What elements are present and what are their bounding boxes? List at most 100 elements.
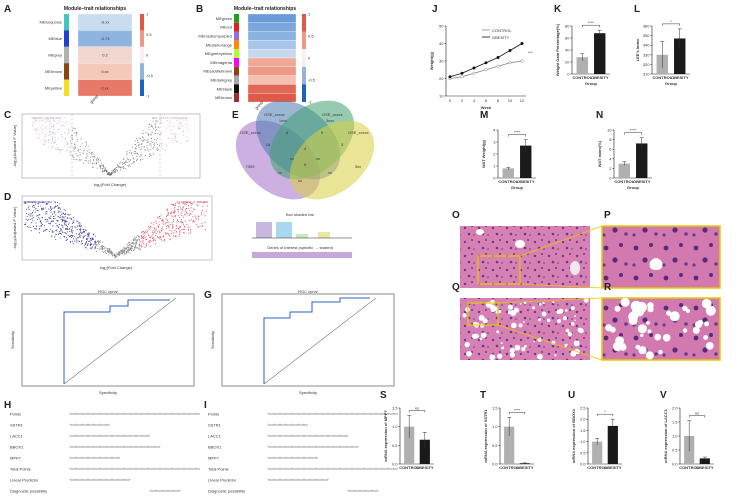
volcano-d-point (97, 242, 100, 244)
volcano-c-point (114, 167, 116, 169)
volcano-d-point (102, 245, 104, 247)
volcano-d-point (165, 221, 167, 223)
volcano-c-point (34, 118, 36, 120)
volcano-d-point (45, 219, 47, 221)
volcano-d-point (187, 232, 189, 235)
volcano-d-point (57, 225, 59, 227)
y-tick-label-s: 0.5 (392, 443, 398, 448)
volcano-d-point (43, 230, 45, 232)
volcano-d-point (49, 201, 51, 203)
volcano-c-point (134, 147, 136, 149)
volcano-d-point (82, 237, 84, 239)
volcano-c-point (104, 168, 106, 170)
volcano-d-point (180, 220, 182, 222)
bar-2 (276, 222, 292, 238)
volcano-d-point (57, 215, 59, 218)
volcano-d-point (88, 236, 90, 238)
volcano-c-point (45, 120, 47, 122)
lipid-vacuole (514, 344, 521, 351)
volcano-d-point (61, 220, 64, 222)
significance-bracket-n (624, 132, 642, 135)
volcano-c-point (104, 170, 106, 172)
x-tick-label-m: OBESITY (517, 179, 535, 184)
volcano-c-point (151, 134, 153, 136)
volcano-c-point (135, 145, 137, 147)
volcano-d-point (108, 252, 110, 254)
volcano-d-point (64, 223, 66, 225)
significance-t: **** (514, 407, 521, 412)
volcano-c-point (162, 117, 164, 119)
volcano-d-point (120, 253, 122, 255)
volcano-d-point (27, 201, 29, 203)
volcano-d-point (185, 214, 187, 216)
volcano-c-point (126, 151, 128, 153)
lipid-vacuole (489, 354, 496, 361)
volcano-c-point (42, 132, 44, 133)
volcano-c-point (101, 168, 103, 170)
x-axis-label-n: Group (627, 185, 640, 190)
volcano-d-point (153, 238, 155, 240)
volcano-c-point (175, 135, 177, 137)
volcano-c-point (77, 149, 79, 151)
lipid-vacuole (496, 330, 500, 334)
volcano-d-point (59, 216, 61, 219)
panel-g-frame (221, 293, 395, 387)
volcano-d-point (115, 255, 117, 257)
volcano-c-point (171, 140, 173, 142)
volcano-d-point (39, 232, 41, 234)
volcano-c-point (51, 136, 53, 138)
volcano-d-point (78, 234, 80, 236)
volcano-d-point (139, 249, 141, 251)
y-tick-label-t: 0.5 (492, 443, 498, 448)
volcano-d-point (36, 209, 38, 211)
volcano-d-point (185, 201, 187, 203)
volcano-c-point (60, 149, 62, 151)
panel-label-l: L (634, 4, 640, 15)
volcano-d-point (75, 227, 77, 229)
significance-bracket-s (408, 410, 426, 413)
volcano-c-point (54, 141, 56, 143)
volcano-d-point (111, 255, 114, 257)
volcano-c-point (36, 119, 37, 121)
y-tick-label-l: 330 (643, 52, 650, 57)
volcano-d-point (102, 248, 104, 250)
volcano-d-point (63, 219, 65, 221)
bar-strip (252, 252, 352, 258)
volcano-d-point (149, 236, 151, 238)
panel-e: E GSE_xxxxx GSE_xxxxx GSE_xxxxx GSE_xxxx… (232, 100, 375, 258)
lipid-vacuole (612, 341, 623, 352)
volcano-c-point (37, 128, 39, 130)
volcano-d-point (77, 237, 79, 239)
volcano-d-point (74, 226, 76, 228)
volcano-d-point (79, 236, 81, 238)
volcano-d-point (67, 217, 69, 219)
volcano-d-point (182, 229, 184, 231)
volcano-c-point (58, 117, 60, 119)
volcano-d-point (128, 242, 130, 244)
volcano-c-point (49, 120, 51, 122)
volcano-d-point (58, 207, 61, 209)
volcano-d-point (176, 219, 178, 221)
module-color-MEred (234, 22, 239, 32)
volcano-d-point (28, 205, 30, 207)
heat-value-MEbrown: 0.xx (101, 69, 108, 74)
volcano-d-point (69, 241, 71, 243)
volcano-c-point (183, 130, 185, 132)
volcano-c-point (89, 159, 91, 161)
lipid-vacuole (682, 328, 688, 333)
venn-count-4: 18 (266, 142, 271, 147)
lipid-vacuole (480, 332, 487, 339)
volcano-d-point (51, 230, 53, 232)
venn-count-7: 8 (286, 130, 289, 135)
volcano-c-point (175, 117, 177, 119)
volcano-d-point (83, 228, 85, 231)
volcano-c-point (85, 145, 86, 147)
y-tick-label-m: 0 (493, 176, 496, 181)
volcano-c-point (58, 119, 60, 121)
volcano-d-point (204, 201, 207, 203)
volcano-d-point (105, 251, 107, 253)
volcano-c-point (76, 133, 78, 135)
volcano-d-point (136, 239, 138, 241)
lipid-vacuole (475, 334, 479, 338)
